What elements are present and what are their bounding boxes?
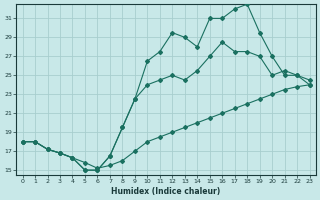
- X-axis label: Humidex (Indice chaleur): Humidex (Indice chaleur): [111, 187, 221, 196]
